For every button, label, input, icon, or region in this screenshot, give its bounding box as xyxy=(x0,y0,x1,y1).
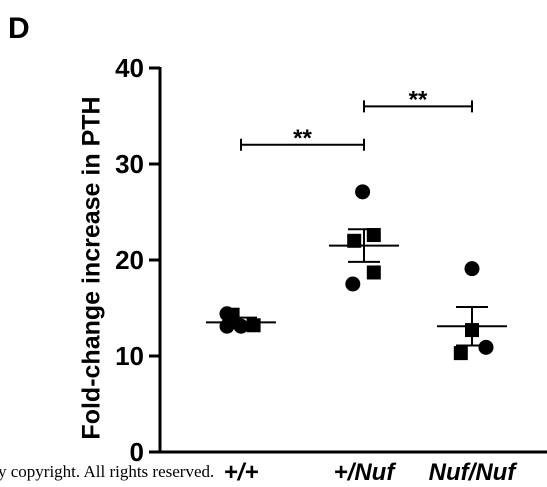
x-axis-labels: +/+ +/Nuf Nuf/Nuf xyxy=(224,459,518,486)
y-tick-label-30: 30 xyxy=(115,149,144,179)
data-point-wt-nuf-4 xyxy=(345,276,361,292)
data-point-wt-wt-1 xyxy=(225,307,240,322)
y-tick-label-0: 0 xyxy=(130,437,144,467)
y-axis: 0 10 20 30 40 xyxy=(115,53,547,467)
data-point-nuf-nuf-0 xyxy=(464,261,480,277)
y-tick-label-10: 10 xyxy=(115,341,144,371)
data-point-wt-nuf-3 xyxy=(366,265,381,280)
data-point-wt-nuf-1 xyxy=(366,228,381,243)
x-tick-label-nuf-nuf: Nuf/Nuf xyxy=(429,459,518,486)
data-point-wt-wt-3 xyxy=(233,318,249,334)
data-point-wt-wt-2 xyxy=(219,318,235,334)
data-point-wt-nuf-0 xyxy=(355,184,371,200)
data-point-wt-wt-4 xyxy=(246,318,261,333)
y-axis-label: Fold-change increase in PTH xyxy=(78,96,106,439)
panel-letter: D xyxy=(8,12,30,45)
data-point-nuf-nuf-2 xyxy=(478,339,494,355)
significance-label-1: ** xyxy=(409,86,428,113)
y-tick-label-20: 20 xyxy=(115,245,144,275)
y-tick-label-40: 40 xyxy=(115,53,144,83)
x-tick-label-wt-nuf: +/Nuf xyxy=(334,459,397,486)
plot-marks xyxy=(206,184,507,361)
significance-bracket-1 xyxy=(363,100,473,113)
significance-bracket-0 xyxy=(240,138,365,151)
x-tick-label-wt-wt: +/+ xyxy=(224,459,259,486)
data-point-wt-nuf-2 xyxy=(347,233,362,248)
data-point-nuf-nuf-1 xyxy=(465,323,479,338)
data-point-nuf-nuf-3 xyxy=(453,346,468,361)
copyright-footer: y copyright. All rights reserved. xyxy=(0,462,214,481)
significance-brackets: ** ** xyxy=(240,86,473,152)
significance-label-0: ** xyxy=(293,125,312,152)
